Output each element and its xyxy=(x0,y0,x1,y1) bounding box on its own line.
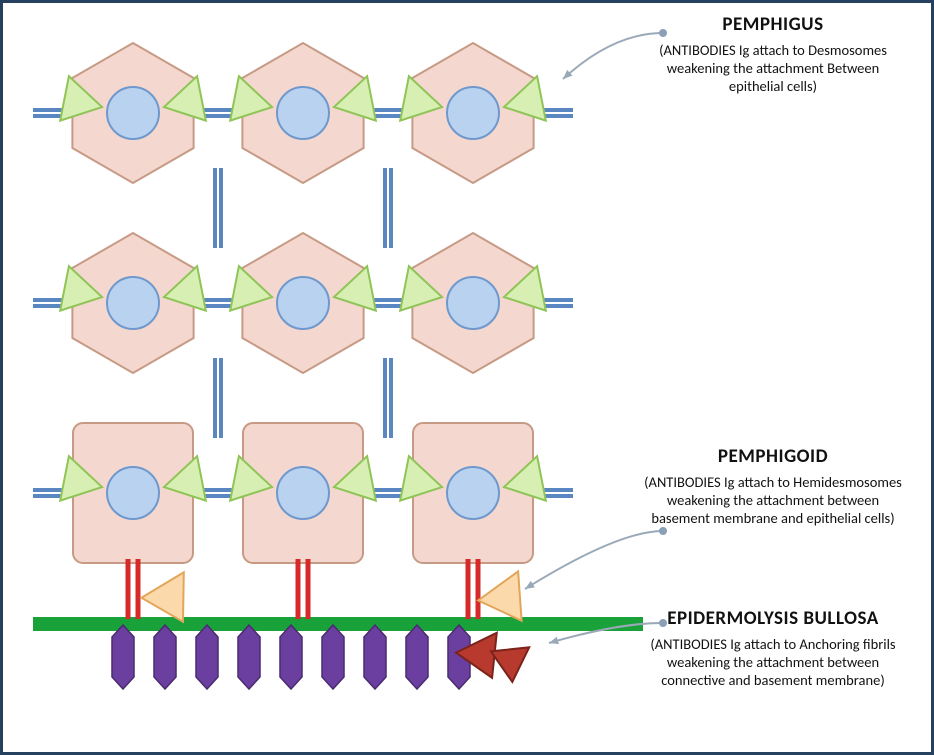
diagram-frame: PEMPHIGUS (ANTIBODIES Ig attach to Desmo… xyxy=(0,0,934,755)
leader-arrowhead xyxy=(549,637,559,644)
cell-layer xyxy=(72,43,533,563)
anchoring-fibril xyxy=(364,625,386,689)
antibody-red-icon xyxy=(491,632,540,682)
label-pemphigoid: PEMPHIGOID (ANTIBODIES Ig attach to Hemi… xyxy=(643,445,903,527)
cell-nucleus xyxy=(447,277,499,329)
cell-nucleus xyxy=(277,277,329,329)
anchoring-fibril xyxy=(196,625,218,689)
cell-nucleus xyxy=(447,467,499,519)
anchoring-fibril xyxy=(154,625,176,689)
leader-dot xyxy=(659,527,667,535)
label-epidermolysis-bullosa: EPIDERMOLYSIS BULLOSA (ANTIBODIES Ig att… xyxy=(643,607,903,689)
anchoring-fibril xyxy=(112,625,134,689)
label-pemphigus-desc: (ANTIBODIES Ig attach to Desmosomes weak… xyxy=(643,41,903,95)
label-pemphigus-title: PEMPHIGUS xyxy=(643,13,903,37)
label-eb-desc: (ANTIBODIES Ig attach to Anchoring fibri… xyxy=(643,635,903,689)
cell-nucleus xyxy=(277,467,329,519)
cell-nucleus xyxy=(107,467,159,519)
cell-nucleus xyxy=(447,87,499,139)
antibody-orange-icon xyxy=(478,561,540,620)
cell-nucleus xyxy=(107,87,159,139)
anchoring-fibril xyxy=(280,625,302,689)
leader-line-pemphigoid xyxy=(525,531,663,589)
antibody-orange-icon xyxy=(141,560,204,621)
anchoring-fibril-layer xyxy=(112,625,470,689)
anchoring-fibril xyxy=(406,625,428,689)
cell-nucleus xyxy=(277,87,329,139)
label-pemphigoid-title: PEMPHIGOID xyxy=(643,445,903,469)
cell-nucleus xyxy=(107,277,159,329)
anchoring-fibril xyxy=(238,625,260,689)
label-eb-title: EPIDERMOLYSIS BULLOSA xyxy=(643,607,903,631)
label-pemphigus: PEMPHIGUS (ANTIBODIES Ig attach to Desmo… xyxy=(643,13,903,95)
label-pemphigoid-desc: (ANTIBODIES Ig attach to Hemidesmosomes … xyxy=(643,473,903,527)
anchoring-fibril xyxy=(322,625,344,689)
